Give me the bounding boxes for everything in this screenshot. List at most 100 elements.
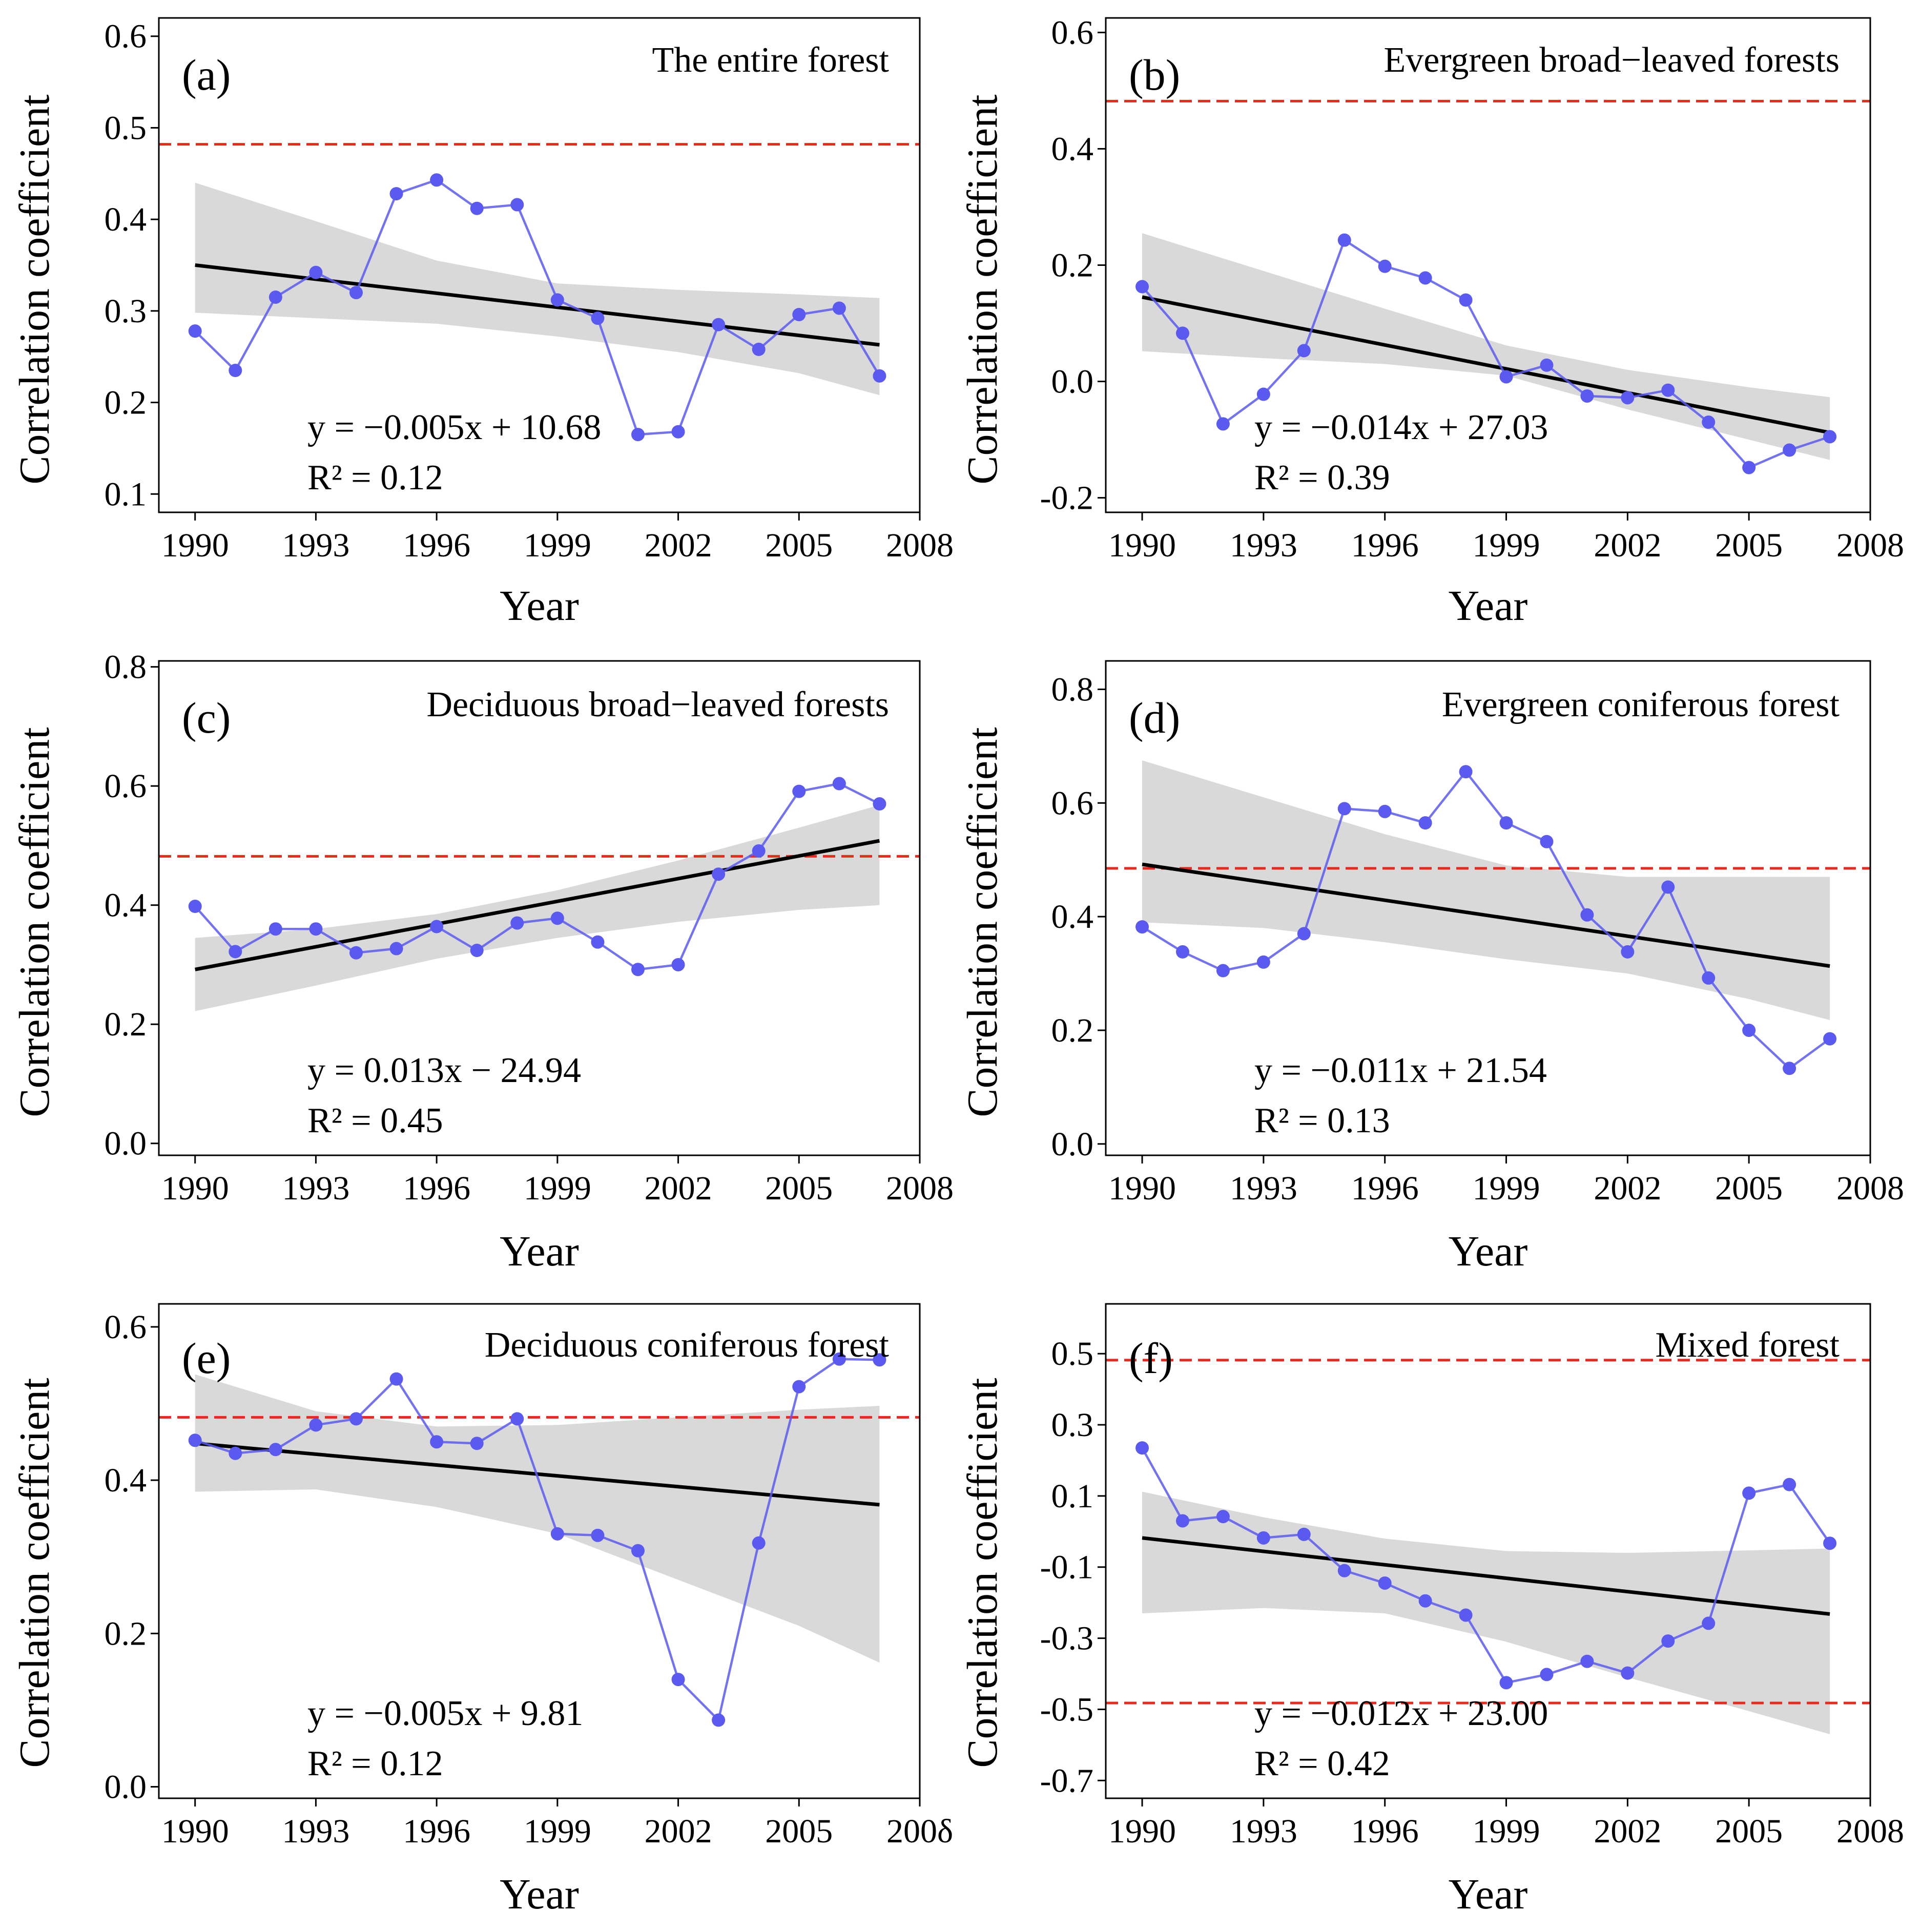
data-point-1995 (1337, 233, 1351, 247)
data-point-2005 (1742, 461, 1756, 474)
data-point-1991 (229, 364, 242, 378)
data-point-2006 (1783, 443, 1796, 457)
confidence-band (1142, 1491, 1830, 1734)
data-point-2007 (1823, 430, 1837, 444)
regression-equation: y = −0.005x + 9.81 (307, 1694, 583, 1733)
x-tick-label-1999: 1999 (524, 1813, 591, 1850)
y-tick-label-3: 0.4 (105, 201, 147, 238)
plot-frame (158, 660, 921, 1156)
data-point-2002 (1621, 1666, 1635, 1680)
x-tick-label-2002: 2002 (1594, 1170, 1661, 1207)
plot-frame (158, 17, 921, 513)
data-point-2005 (1742, 1023, 1756, 1037)
x-tick-label-2005: 2005 (765, 1170, 833, 1207)
r-squared: R² = 0.42 (1254, 1744, 1390, 1783)
data-point-1994 (349, 286, 363, 300)
y-tick-label-4: 0.8 (105, 649, 147, 686)
data-point-1991 (1175, 326, 1189, 340)
data-point-2006 (832, 301, 846, 315)
x-tick-label-1990: 1990 (1108, 527, 1176, 564)
x-tick-label-1996: 1996 (403, 1170, 470, 1207)
y-tick-label-3: -0.1 (1040, 1549, 1093, 1586)
panel-title: The entire forest (652, 40, 889, 80)
data-point-1993 (1256, 1531, 1270, 1545)
data-point-1994 (1297, 344, 1311, 358)
data-point-2007 (873, 1353, 886, 1367)
x-tick-label-2008: 2008 (886, 1170, 954, 1207)
data-point-1990 (188, 324, 202, 338)
plot-frame (158, 1303, 921, 1799)
x-axis-title: Year (1449, 1871, 1528, 1918)
x-tick-label-2008: 2008 (1836, 1170, 1904, 1207)
panel-e: 1990 1993 1996 1999 2002 2005 200δ 0.0 0.2 0.4 0.6… (11, 1303, 953, 1918)
data-point-2001 (631, 1544, 645, 1557)
x-tick-label-1990: 1990 (161, 1170, 229, 1207)
data-point-1999 (550, 293, 564, 307)
data-point-2002 (1621, 945, 1635, 959)
trend-line (195, 263, 880, 347)
confidence-band (195, 182, 880, 396)
trend-line (1142, 862, 1830, 968)
data-point-1997 (470, 201, 484, 215)
y-tick-label-3: 0.6 (1051, 784, 1094, 822)
data-point-2005 (792, 1380, 806, 1394)
data-point-2000 (1540, 358, 1554, 372)
data-point-1999 (1499, 816, 1513, 830)
data-point-1996 (430, 920, 444, 933)
data-point-1996 (430, 173, 444, 187)
x-tick-label-2002: 2002 (645, 1813, 712, 1850)
data-point-1997 (470, 944, 484, 958)
data-point-1994 (1297, 927, 1311, 941)
y-axis-title: Correlation coefficient (11, 1378, 58, 1768)
data-point-1994 (349, 946, 363, 960)
data-point-1992 (268, 290, 282, 304)
confidence-band (195, 1374, 880, 1663)
data-point-1991 (1175, 945, 1189, 959)
plot-frame (1105, 1303, 1871, 1799)
y-tick-label-2: 0.3 (105, 293, 147, 330)
data-point-1990 (1135, 920, 1149, 934)
data-point-1996 (1378, 1576, 1392, 1590)
data-point-2006 (1783, 1062, 1796, 1075)
panel-title: Evergreen coniferous forest (1442, 685, 1840, 724)
data-point-1990 (188, 900, 202, 913)
data-point-1996 (1378, 259, 1392, 273)
data-point-1994 (349, 1412, 363, 1426)
data-point-2000 (1540, 1668, 1554, 1681)
data-point-1998 (510, 916, 524, 930)
trend-line (1142, 295, 1830, 434)
data-point-2002 (671, 425, 685, 439)
data-point-1993 (309, 922, 323, 936)
data-point-1998 (1459, 1608, 1473, 1622)
x-tick-label-1999: 1999 (1473, 1813, 1540, 1850)
regression-equation: y = −0.005x + 10.68 (307, 408, 601, 447)
y-tick-label-3: 0.6 (105, 1308, 147, 1346)
data-point-2002 (671, 958, 685, 971)
x-tick-label-1990: 1990 (1108, 1813, 1176, 1850)
x-axis-title: Year (1449, 582, 1528, 630)
panel-title: Evergreen broad−leaved forests (1384, 40, 1840, 80)
data-point-2004 (1702, 1616, 1716, 1630)
x-tick-label-1996: 1996 (1351, 527, 1419, 564)
data-point-2001 (1580, 908, 1594, 922)
data-point-1997 (470, 1437, 484, 1450)
data-point-1992 (268, 922, 282, 936)
y-tick-label-4: 0.8 (1051, 671, 1094, 708)
panel-label: (e) (182, 1334, 231, 1383)
data-point-1991 (1175, 1514, 1189, 1528)
data-point-2004 (752, 1536, 766, 1550)
r-squared: R² = 0.13 (1254, 1101, 1390, 1140)
x-tick-label-2002: 2002 (1594, 1813, 1661, 1850)
x-tick-label-2002: 2002 (645, 1170, 712, 1207)
r-squared: R² = 0.12 (307, 1744, 443, 1783)
x-tick-label-1996: 1996 (403, 527, 470, 564)
y-tick-label-2: 0.4 (105, 1462, 147, 1499)
data-point-1995 (1337, 802, 1351, 816)
panel-label: (c) (182, 693, 231, 742)
panel-label: (d) (1129, 693, 1180, 742)
data-point-1991 (229, 945, 242, 959)
data-point-2006 (1783, 1478, 1796, 1491)
data-point-2002 (1621, 391, 1635, 405)
x-tick-label-1993: 1993 (1230, 1170, 1297, 1207)
